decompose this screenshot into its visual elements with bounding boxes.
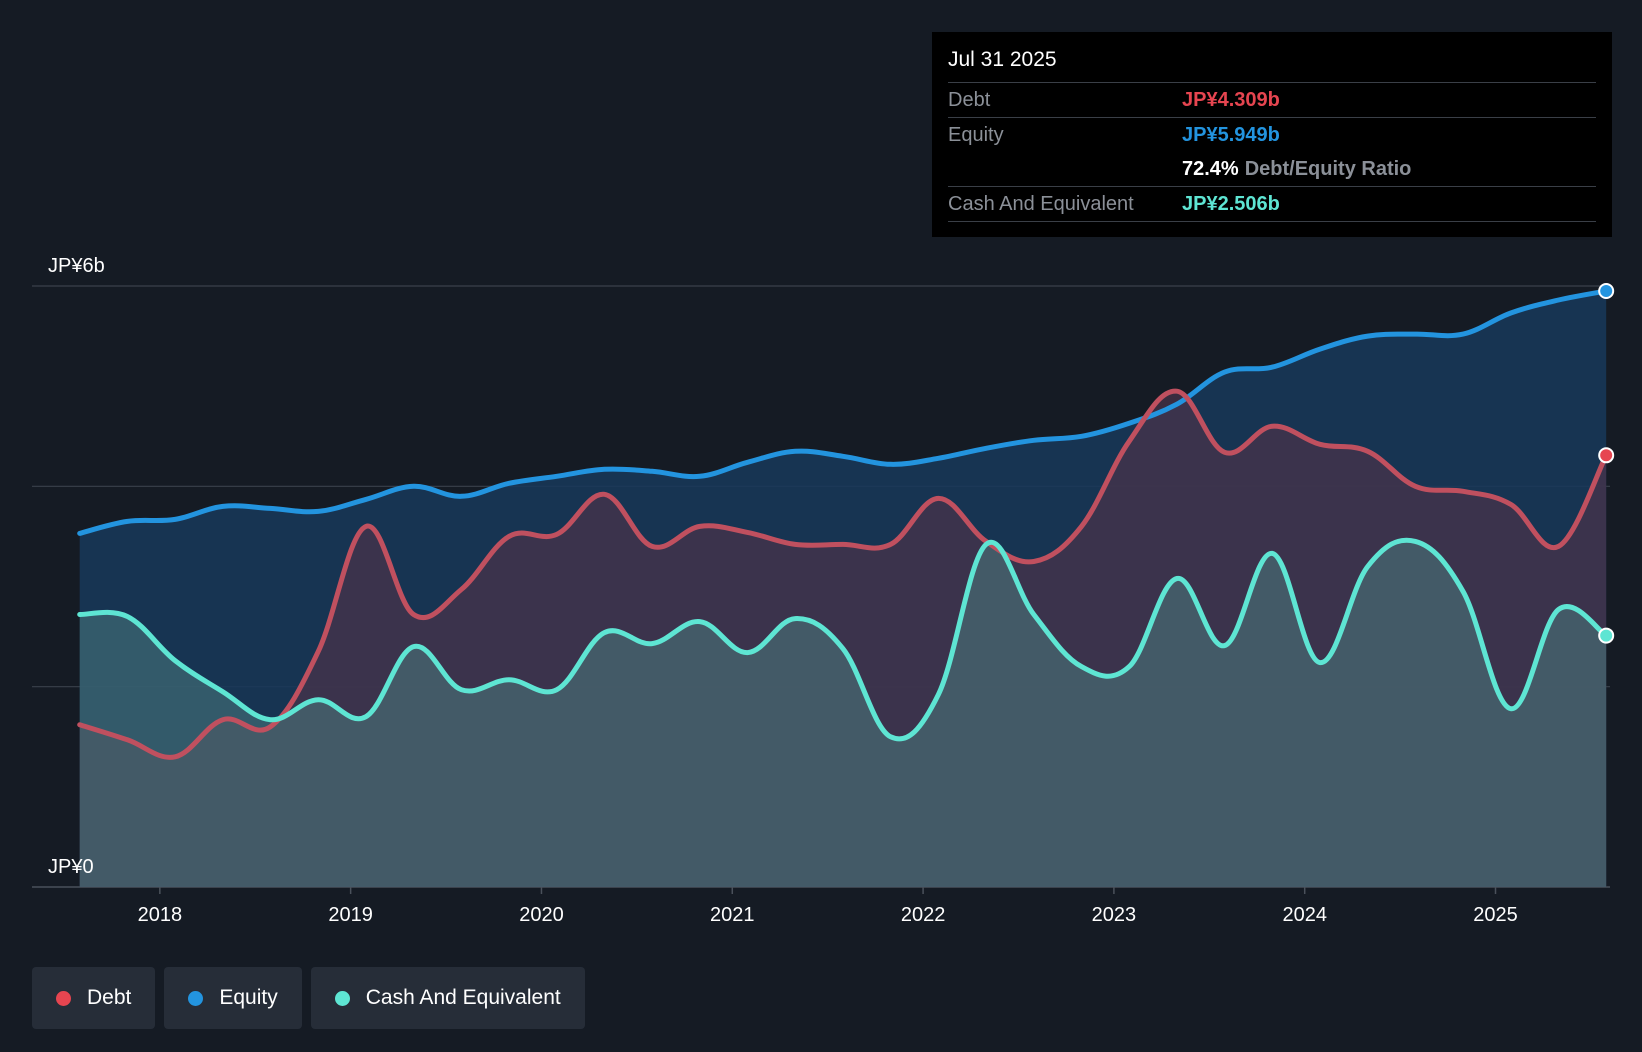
- tooltip-ratio-row: 72.4% Debt/Equity Ratio: [948, 152, 1596, 187]
- equity-line: [77, 288, 1609, 536]
- line-layer: [77, 288, 1609, 760]
- legend-item-cash[interactable]: Cash And Equivalent: [310, 967, 585, 1029]
- debt-end-point: [1598, 447, 1615, 464]
- x-tick-label: 2019: [328, 904, 373, 926]
- area-layer: [79, 291, 1607, 887]
- tooltip-debt-row: Debt JP¥4.309b: [948, 83, 1596, 118]
- cash-and-equivalent-line: [77, 537, 1609, 742]
- marker-layer: [1598, 283, 1615, 644]
- legend: Debt Equity Cash And Equivalent: [32, 967, 585, 1029]
- cash-and-equivalent-area: [79, 540, 1607, 887]
- tooltip-equity-row: Equity JP¥5.949b: [948, 118, 1596, 152]
- equity-end-point: [1598, 283, 1615, 300]
- x-tick-label: 2020: [519, 904, 564, 926]
- debt-dot-icon: [56, 990, 71, 1006]
- legend-equity-label: Equity: [219, 986, 278, 1009]
- tooltip-cash-value: JP¥2.506b: [1182, 193, 1280, 215]
- tooltip-ratio-label: Debt/Equity Ratio: [1244, 158, 1412, 180]
- y-tick-label: JP¥6b: [48, 255, 105, 277]
- legend-item-equity[interactable]: Equity: [164, 967, 302, 1029]
- tooltip-equity-value: JP¥5.949b: [1182, 124, 1280, 146]
- tooltip-cash-label: Cash And Equivalent: [948, 193, 1134, 215]
- x-tick-label: 2021: [710, 904, 755, 926]
- x-tick-label: 2023: [1092, 904, 1137, 926]
- tooltip-date: Jul 31 2025: [948, 46, 1596, 83]
- x-tick-label: 2018: [138, 904, 183, 926]
- tooltip-cash-row: Cash And Equivalent JP¥2.506b: [948, 187, 1596, 222]
- tooltip-ratio-value: 72.4%: [1182, 158, 1239, 180]
- x-tick-label: 2022: [901, 904, 946, 926]
- legend-item-debt[interactable]: Debt: [32, 967, 156, 1029]
- cash-and-equivalent-end-point: [1598, 627, 1615, 644]
- cash-dot-icon: [334, 990, 350, 1006]
- x-tick-label: 2024: [1282, 904, 1327, 926]
- tooltip-debt-value: JP¥4.309b: [1182, 89, 1280, 111]
- debt-line: [77, 388, 1609, 760]
- legend-debt-label: Debt: [87, 986, 132, 1009]
- tooltip-panel: Jul 31 2025 Debt JP¥4.309b Equity JP¥5.9…: [932, 32, 1612, 237]
- y-tick-label: JP¥0: [48, 856, 94, 878]
- x-tick-label: 2025: [1473, 904, 1518, 926]
- equity-dot-icon: [188, 990, 204, 1006]
- tooltip-debt-label: Debt: [948, 89, 991, 111]
- axis-layer: JP¥6b JP¥0 2018 2019 2020 2021 2022 2023 2024 202…: [48, 255, 1518, 926]
- legend-cash-label: Cash And Equivalent: [365, 986, 561, 1009]
- tooltip-equity-label: Equity: [948, 124, 1004, 146]
